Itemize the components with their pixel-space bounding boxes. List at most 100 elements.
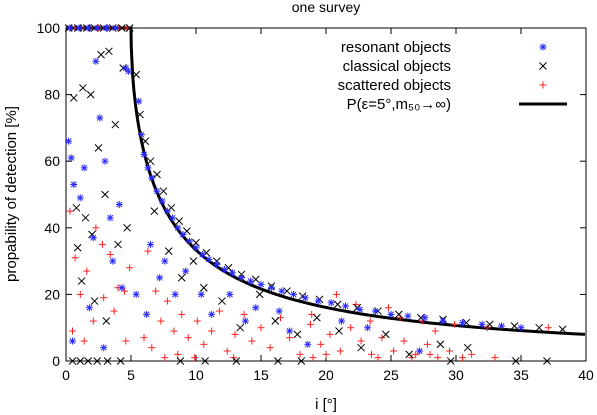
data-point-asterisk xyxy=(257,280,265,288)
data-point-x xyxy=(118,24,126,32)
data-point-asterisk xyxy=(174,224,182,232)
data-point-asterisk xyxy=(156,274,164,282)
data-point-x xyxy=(199,283,208,292)
data-point-x xyxy=(72,203,81,212)
data-point-plus xyxy=(286,334,294,342)
data-point-plus xyxy=(257,324,265,332)
data-point-x xyxy=(511,357,520,365)
legend-marker-x xyxy=(539,62,547,70)
data-point-asterisk xyxy=(132,290,140,298)
data-point-plus xyxy=(336,347,344,355)
data-point-plus xyxy=(89,317,97,325)
data-point-plus xyxy=(306,320,314,328)
data-point-x xyxy=(141,137,150,146)
data-point-plus xyxy=(483,324,491,332)
data-point-x xyxy=(102,317,111,325)
x-tick-label: 15 xyxy=(253,367,269,383)
data-point-plus xyxy=(215,307,223,315)
data-point-plus xyxy=(544,324,552,332)
data-point-asterisk xyxy=(192,244,200,252)
data-point-asterisk xyxy=(416,347,424,355)
data-point-x xyxy=(357,343,365,352)
data-point-x xyxy=(69,94,78,102)
data-point-asterisk xyxy=(205,255,213,263)
data-point-asterisk xyxy=(76,194,84,202)
data-point-x xyxy=(535,323,544,332)
legend-label-scattered: scattered objects xyxy=(338,77,451,94)
data-point-plus xyxy=(426,350,434,358)
data-point-asterisk xyxy=(213,260,221,268)
data-point-plus xyxy=(431,327,439,335)
data-point-x xyxy=(463,343,472,352)
data-point-x xyxy=(105,47,113,56)
data-point-plus xyxy=(200,340,208,348)
y-tick-label: 100 xyxy=(37,20,61,36)
data-point-asterisk xyxy=(109,257,117,265)
data-point-plus xyxy=(126,264,134,272)
data-point-asterisk xyxy=(404,312,412,320)
data-point-asterisk xyxy=(342,302,349,310)
data-point-plus xyxy=(80,337,88,345)
legend-marker-asterisk xyxy=(539,43,547,51)
ticks: 0 5 10 15 20 25 30 35 40 0 20 40 60 80 100 xyxy=(37,20,594,383)
data-point-x xyxy=(177,273,186,282)
data-point-plus xyxy=(408,354,416,362)
series-x xyxy=(64,24,567,365)
data-point-x xyxy=(251,275,260,284)
data-point-x xyxy=(146,157,155,166)
x-tick-label: 25 xyxy=(383,367,399,383)
data-point-asterisk xyxy=(85,304,93,312)
data-point-asterisk xyxy=(327,299,335,307)
data-point-plus xyxy=(71,254,79,262)
data-point-plus xyxy=(152,287,160,295)
data-point-x xyxy=(335,327,343,335)
data-point-plus xyxy=(140,334,148,342)
data-point-asterisk xyxy=(314,297,322,305)
data-point-plus xyxy=(451,320,459,328)
data-point-asterisk xyxy=(106,214,114,222)
data-point-plus xyxy=(100,294,108,302)
data-point-x xyxy=(436,340,445,349)
data-point-x xyxy=(68,357,77,365)
plot-area xyxy=(65,27,587,362)
data-point-asterisk xyxy=(517,324,525,332)
data-point-x xyxy=(232,357,241,365)
data-point-asterisk xyxy=(186,237,193,245)
data-point-asterisk xyxy=(247,277,255,285)
series-asterisk xyxy=(65,24,525,355)
data-point-x xyxy=(136,110,144,119)
data-point-asterisk xyxy=(171,290,179,298)
data-point-plus xyxy=(161,354,169,362)
data-point-asterisk xyxy=(371,307,379,315)
data-point-plus xyxy=(378,334,386,342)
data-point-x xyxy=(293,330,302,339)
data-point-x xyxy=(417,313,425,322)
data-point-asterisk xyxy=(278,287,286,295)
x-tick-label: 10 xyxy=(188,367,204,383)
data-point-x xyxy=(76,357,85,365)
data-point-asterisk xyxy=(135,97,143,105)
data-point-x xyxy=(255,290,264,299)
data-point-x xyxy=(510,322,519,330)
data-point-plus xyxy=(106,250,114,258)
data-point-asterisk xyxy=(89,234,97,242)
data-point-x xyxy=(543,357,551,365)
data-point-x xyxy=(97,50,105,59)
data-point-x xyxy=(79,84,87,92)
data-point-asterisk xyxy=(153,187,161,195)
data-point-plus xyxy=(122,337,130,345)
data-point-x xyxy=(485,320,494,329)
data-point-plus xyxy=(92,224,100,232)
data-point-asterisk xyxy=(387,310,395,318)
data-point-x xyxy=(111,120,120,129)
data-point-plus xyxy=(434,354,442,362)
data-point-asterisk xyxy=(179,230,187,238)
data-point-asterisk xyxy=(147,240,154,248)
data-point-x xyxy=(271,317,280,325)
data-point-plus xyxy=(459,354,466,362)
data-point-plus xyxy=(390,347,398,355)
data-point-asterisk xyxy=(100,344,108,352)
detection-curve xyxy=(66,26,586,336)
data-point-x xyxy=(123,223,131,232)
legend-label-classical: classical objects xyxy=(343,58,451,75)
